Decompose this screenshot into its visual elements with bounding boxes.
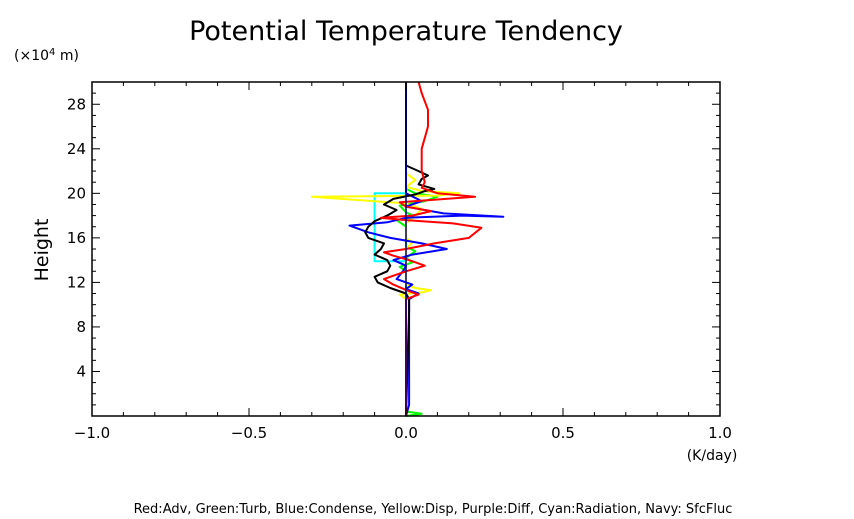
y-tick-label: 12 bbox=[67, 273, 86, 291]
x-tick-label: −0.5 bbox=[231, 424, 267, 442]
plot-area: −1.0 −0.5 0.0 0.5 1.0 4 8 12 16 20 24 28 bbox=[67, 81, 732, 442]
y-unit-prefix: (×10 bbox=[14, 48, 49, 64]
y-unit-label: (×104 m) bbox=[14, 47, 79, 64]
y-tick-label: 20 bbox=[67, 184, 86, 202]
y-axis-label: Height bbox=[31, 219, 53, 282]
y-tick-label: 24 bbox=[67, 140, 86, 158]
x-tick-label: −1.0 bbox=[74, 424, 110, 442]
y-tick-label: 16 bbox=[67, 229, 86, 247]
x-tick-label: 1.0 bbox=[708, 424, 732, 442]
y-tick-label: 8 bbox=[76, 318, 86, 336]
y-unit-exponent: 4 bbox=[49, 47, 55, 58]
series-line-4 bbox=[364, 82, 436, 417]
x-tick-label: 0.0 bbox=[394, 424, 418, 442]
x-tick-label: 0.5 bbox=[551, 424, 575, 442]
legend-caption: Red:Adv, Green:Turb, Blue:Condense, Yell… bbox=[134, 502, 733, 517]
y-unit-suffix: m) bbox=[55, 48, 79, 64]
y-tick-label: 28 bbox=[67, 95, 86, 113]
chart-title: Potential Temperature Tendency bbox=[189, 16, 623, 47]
series-line-2 bbox=[310, 82, 461, 416]
series-line-5 bbox=[379, 81, 483, 416]
x-unit-label: (K/day) bbox=[687, 448, 738, 464]
y-tick-label: 4 bbox=[76, 362, 86, 380]
